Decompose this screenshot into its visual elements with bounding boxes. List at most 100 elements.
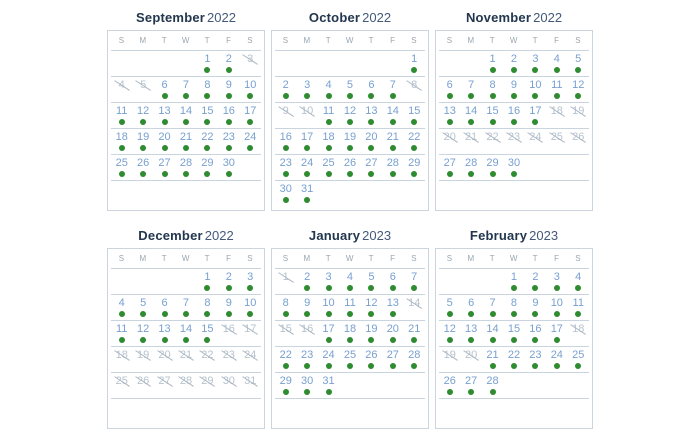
day-cell-available[interactable]: 7 (404, 269, 425, 294)
day-cell-available[interactable]: 2 (296, 269, 317, 294)
day-cell-available[interactable]: 5 (339, 77, 360, 102)
day-cell-available[interactable]: 9 (503, 77, 524, 102)
day-cell-available[interactable]: 7 (175, 77, 196, 102)
day-cell-available[interactable]: 9 (218, 295, 239, 320)
day-cell-available[interactable]: 29 (275, 373, 296, 398)
day-cell-available[interactable]: 4 (318, 77, 339, 102)
day-cell-available[interactable]: 12 (361, 295, 382, 320)
day-cell-available[interactable]: 6 (361, 77, 382, 102)
day-cell-available[interactable]: 30 (296, 373, 317, 398)
day-cell-available[interactable]: 26 (339, 155, 360, 180)
day-cell-available[interactable]: 31 (296, 181, 317, 206)
day-cell-available[interactable]: 6 (154, 295, 175, 320)
day-cell-available[interactable]: 15 (404, 103, 425, 128)
day-cell-available[interactable]: 23 (275, 155, 296, 180)
day-cell-available[interactable]: 30 (275, 181, 296, 206)
day-cell-available[interactable]: 1 (503, 269, 524, 294)
day-cell-available[interactable]: 23 (296, 347, 317, 372)
day-cell-available[interactable]: 8 (482, 77, 503, 102)
day-cell-available[interactable]: 11 (111, 321, 132, 346)
day-cell-available[interactable]: 9 (218, 77, 239, 102)
day-cell-available[interactable]: 26 (361, 347, 382, 372)
day-cell-available[interactable]: 5 (439, 295, 460, 320)
day-cell-available[interactable]: 29 (404, 155, 425, 180)
day-cell-available[interactable]: 12 (339, 103, 360, 128)
day-cell-available[interactable]: 19 (339, 129, 360, 154)
day-cell-available[interactable]: 20 (361, 129, 382, 154)
day-cell-available[interactable]: 11 (568, 295, 589, 320)
day-cell-available[interactable]: 12 (439, 321, 460, 346)
day-cell-available[interactable]: 14 (175, 103, 196, 128)
day-cell-available[interactable]: 17 (546, 321, 567, 346)
day-cell-available[interactable]: 17 (525, 103, 546, 128)
day-cell-available[interactable]: 15 (503, 321, 524, 346)
day-cell-available[interactable]: 4 (339, 269, 360, 294)
day-cell-available[interactable]: 11 (546, 77, 567, 102)
day-cell-available[interactable]: 20 (154, 129, 175, 154)
day-cell-available[interactable]: 19 (361, 321, 382, 346)
day-cell-available[interactable]: 18 (318, 129, 339, 154)
day-cell-available[interactable]: 15 (482, 103, 503, 128)
day-cell-available[interactable]: 25 (339, 347, 360, 372)
day-cell-available[interactable]: 19 (132, 129, 153, 154)
day-cell-available[interactable]: 10 (525, 77, 546, 102)
day-cell-available[interactable]: 25 (568, 347, 589, 372)
day-cell-available[interactable]: 22 (197, 129, 218, 154)
day-cell-available[interactable]: 18 (111, 129, 132, 154)
day-cell-available[interactable]: 27 (460, 373, 481, 398)
day-cell-available[interactable]: 8 (275, 295, 296, 320)
day-cell-available[interactable]: 13 (460, 321, 481, 346)
day-cell-available[interactable]: 13 (439, 103, 460, 128)
day-cell-available[interactable]: 11 (339, 295, 360, 320)
day-cell-available[interactable]: 8 (197, 77, 218, 102)
day-cell-available[interactable]: 16 (275, 129, 296, 154)
day-cell-available[interactable]: 28 (460, 155, 481, 180)
day-cell-available[interactable]: 21 (382, 129, 403, 154)
day-cell-available[interactable]: 28 (482, 373, 503, 398)
day-cell-available[interactable]: 9 (525, 295, 546, 320)
day-cell-available[interactable]: 2 (275, 77, 296, 102)
day-cell-available[interactable]: 22 (503, 347, 524, 372)
day-cell-available[interactable]: 14 (460, 103, 481, 128)
day-cell-available[interactable]: 1 (197, 51, 218, 76)
day-cell-available[interactable]: 13 (361, 103, 382, 128)
day-cell-available[interactable]: 1 (482, 51, 503, 76)
day-cell-available[interactable]: 22 (404, 129, 425, 154)
day-cell-available[interactable]: 2 (218, 51, 239, 76)
day-cell-available[interactable]: 5 (132, 295, 153, 320)
day-cell-available[interactable]: 28 (175, 155, 196, 180)
day-cell-available[interactable]: 21 (482, 347, 503, 372)
day-cell-available[interactable]: 21 (175, 129, 196, 154)
day-cell-available[interactable]: 24 (546, 347, 567, 372)
day-cell-available[interactable]: 3 (296, 77, 317, 102)
day-cell-available[interactable]: 17 (318, 321, 339, 346)
day-cell-available[interactable]: 6 (460, 295, 481, 320)
day-cell-available[interactable]: 13 (382, 295, 403, 320)
day-cell-available[interactable]: 15 (197, 321, 218, 346)
day-cell-available[interactable]: 6 (154, 77, 175, 102)
day-cell-available[interactable]: 5 (361, 269, 382, 294)
day-cell-available[interactable]: 26 (439, 373, 460, 398)
day-cell-available[interactable]: 4 (111, 295, 132, 320)
day-cell-available[interactable]: 21 (404, 321, 425, 346)
day-cell-available[interactable]: 16 (503, 103, 524, 128)
day-cell-available[interactable]: 10 (240, 77, 261, 102)
day-cell-available[interactable]: 18 (339, 321, 360, 346)
day-cell-available[interactable]: 13 (154, 103, 175, 128)
day-cell-available[interactable]: 7 (175, 295, 196, 320)
day-cell-available[interactable]: 10 (318, 295, 339, 320)
day-cell-available[interactable]: 20 (382, 321, 403, 346)
day-cell-available[interactable]: 3 (546, 269, 567, 294)
day-cell-available[interactable]: 8 (503, 295, 524, 320)
day-cell-available[interactable]: 12 (132, 103, 153, 128)
day-cell-available[interactable]: 12 (132, 321, 153, 346)
day-cell-available[interactable]: 29 (197, 155, 218, 180)
day-cell-available[interactable]: 14 (382, 103, 403, 128)
day-cell-available[interactable]: 11 (111, 103, 132, 128)
day-cell-available[interactable]: 27 (382, 347, 403, 372)
day-cell-available[interactable]: 8 (197, 295, 218, 320)
day-cell-available[interactable]: 2 (218, 269, 239, 294)
day-cell-available[interactable]: 24 (296, 155, 317, 180)
day-cell-available[interactable]: 27 (439, 155, 460, 180)
day-cell-available[interactable]: 10 (546, 295, 567, 320)
